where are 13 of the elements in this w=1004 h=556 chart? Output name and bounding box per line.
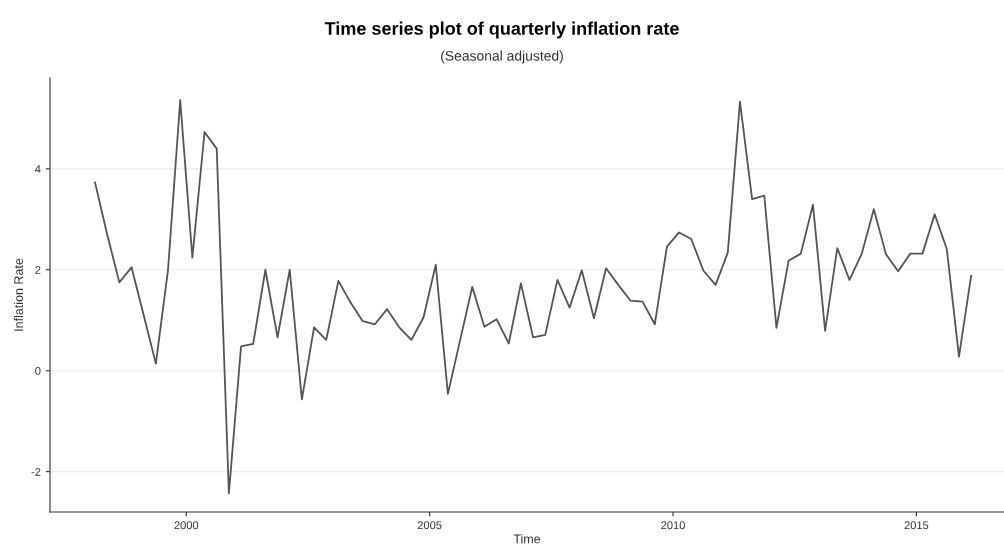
y-tick-label: 2 <box>35 266 41 274</box>
y-axis-title: Inflation Rate <box>13 258 24 331</box>
x-tick-label: 2005 <box>417 521 442 530</box>
x-axis-title: Time <box>513 534 541 544</box>
chart-title: Time series plot of quarterly inflation rate <box>324 21 679 39</box>
x-tick-label: 2015 <box>904 521 929 530</box>
line-series <box>94 99 973 495</box>
y-tick-label: 4 <box>35 165 41 173</box>
chart-subtitle: (Seasonal adjusted) <box>441 50 563 64</box>
y-tick-label: 0 <box>35 366 41 375</box>
x-tick-label: 2010 <box>661 521 685 530</box>
x-tick-label: 2000 <box>174 521 199 530</box>
y-tick-label: -2 <box>31 467 41 476</box>
